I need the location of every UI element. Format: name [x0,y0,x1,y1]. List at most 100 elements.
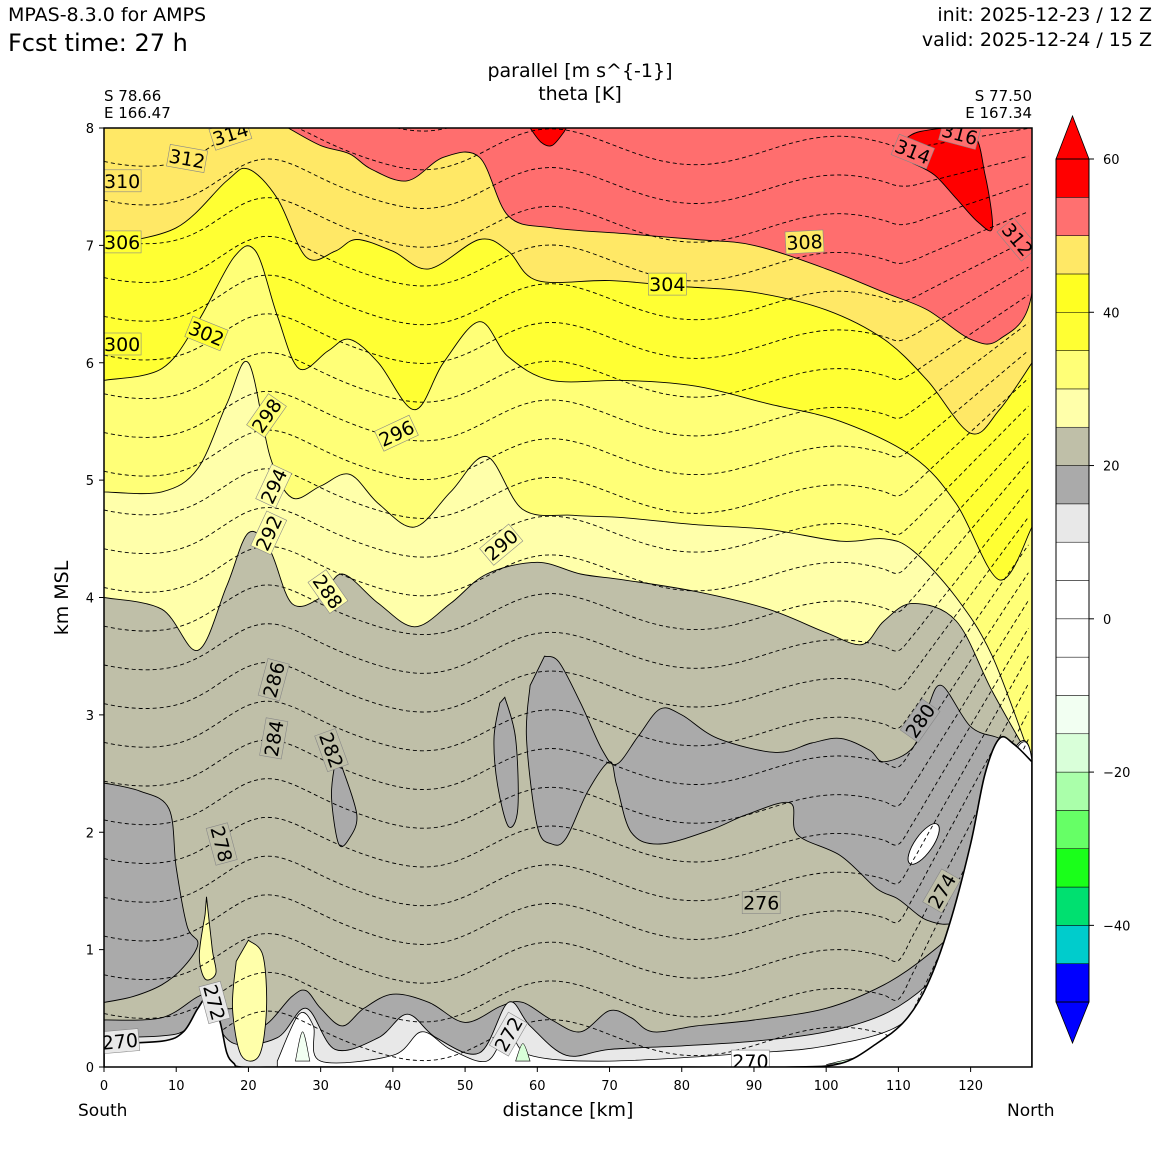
band-15-20-blob1 [331,760,358,848]
x-tick-label: 30 [312,1079,329,1094]
colorbar-segment [1055,426,1090,466]
colorbar-segment [1055,656,1090,696]
theta-contour-278 [104,655,1029,907]
band-55-60-small [529,128,567,147]
colorbar-segment [1055,273,1090,313]
theta-contour-284 [104,572,1029,790]
colorbar-frame [1055,158,1090,1003]
south-label: South [78,1101,128,1121]
theta-contour-306 [104,266,1029,364]
theta-contour-302 [104,322,1029,442]
band-50-55 [287,128,1032,345]
y-tick-label: 7 [86,239,94,254]
left-lon: E 166.47 [104,104,171,122]
theta-label-310-2: 310 [104,169,142,193]
x-tick-label: 50 [457,1079,474,1094]
band-15-20-blob2 [493,696,519,828]
x-tick-label: 120 [958,1079,983,1094]
theta-label-304-26: 304 [647,272,687,296]
theta-label-box [205,822,238,866]
right-endpoint-coords: S 77.50 E 167.34 [940,88,1032,122]
chart-subtitle: theta [K] [538,83,622,105]
forecast-time: Fcst time: 27 h [8,29,188,57]
chart-title: parallel [m s^{-1}] [487,60,673,82]
colorbar-tick-label: −20 [1103,766,1130,781]
colorbar-tick-label: 0 [1103,613,1111,628]
theta-contour-288 [104,516,1029,713]
colorbar-segment [1055,312,1090,351]
theta-label-box [479,523,524,566]
x-tick-label: 70 [601,1079,618,1094]
theta-label-308-25: 308 [784,229,825,255]
band-30-35-tongue2 [231,939,268,1062]
x-tick-label: 20 [240,1079,257,1094]
theta-label-box [255,463,293,509]
theta-contour-274 [104,711,1029,984]
theta-label-box [374,414,419,452]
theta-label-312-1: 312 [166,144,209,173]
colorbar-segment [1055,580,1090,620]
right-lat: S 77.50 [974,87,1032,105]
model-name: MPAS-8.3.0 for AMPS [8,4,207,26]
colorbar-segment [1055,925,1090,964]
theta-label-box [104,332,142,356]
colorbar-tick-label: 20 [1103,460,1120,475]
theta-contour-282 [104,600,1029,829]
y-tick-label: 1 [86,944,94,959]
north-label: North [1007,1101,1055,1121]
theta-label-text: 310 [104,171,140,193]
band-neg-pocket1 [295,1031,311,1062]
theta-contour-310 [104,211,1029,287]
y-tick-label: 4 [86,592,94,607]
colorbar-segment [1055,886,1090,926]
x-tick-label: 110 [886,1079,911,1094]
band-neg-pocket2 [515,1043,531,1062]
theta-label-box [259,717,289,760]
y-tick-label: 8 [86,122,94,137]
theta-label-box [250,510,288,556]
theta-label-box [996,217,1032,262]
colorbar-segment [1055,158,1090,198]
theta-label-270-21: 270 [101,1028,141,1055]
theta-contour-296 [104,405,1029,558]
theta-label-box [198,980,231,1024]
colorbar-segment [1055,541,1090,581]
theta-contour-314 [104,155,1029,209]
colorbar-tick-label: −40 [1103,919,1130,934]
x-tick-label: 10 [168,1079,185,1094]
band-15-20-left [104,782,199,1003]
theta-label-276-17: 276 [741,891,781,915]
colorbar-segment [1055,771,1090,811]
axes: 0 10 20 30 40 50 60 70 80 90 100 110 120 0 1 2 3 4 5 6 7 8 [86,122,983,1094]
theta-label-box [314,728,349,773]
theta-contour-280 [104,627,1029,868]
theta-contour-304 [104,294,1029,403]
colorbar: 60 40 20 0 −20 −40 [1055,114,1130,1045]
theta-label-box [741,891,781,915]
y-axis-label: km MSL [51,560,73,636]
theta-contour-290 [104,489,1029,674]
valid-time: valid: 2025-12-24 / 15 Z [921,29,1152,51]
theta-contour-270 [104,766,1029,1062]
y-tick-label: 0 [86,1061,94,1076]
theta-contours [104,128,1029,1062]
theta-label-text: 306 [104,232,140,254]
colorbar-max-extend [1055,114,1090,160]
x-tick-label: 80 [673,1079,690,1094]
theta-label-box [104,230,142,254]
theta-label-box [647,272,687,296]
theta-contour-286 [104,544,1029,752]
colorbar-segment [1055,810,1090,849]
theta-contour-276 [104,683,1029,945]
y-tick-label: 2 [86,826,94,841]
theta-label-306-3: 306 [104,230,142,254]
theta-contour-294 [104,433,1029,597]
colorbar-segment [1055,235,1090,275]
band-white-oval [907,823,940,865]
theta-label-box [784,229,825,255]
theta-label-text: 270 [101,1030,139,1055]
colorbar-segment [1055,388,1090,428]
colorbar-segment [1055,618,1090,658]
theta-label-box [488,1011,528,1057]
theta-label-box [922,868,962,914]
